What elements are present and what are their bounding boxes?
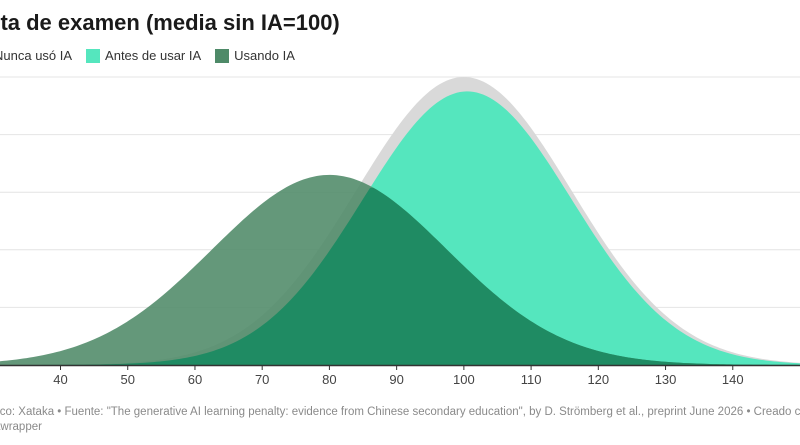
series-overlap-area: [0, 187, 800, 365]
x-tick-label-60: 60: [188, 372, 202, 387]
legend: Nunca usó IA Antes de usar IA Usando IA: [0, 48, 309, 63]
x-tick-label-130: 130: [655, 372, 677, 387]
footer-line-2: awrapper: [0, 421, 42, 433]
x-tick-label-70: 70: [255, 372, 269, 387]
x-tick-label-140: 140: [722, 372, 744, 387]
chart-title: ota de examen (media sin IA=100): [0, 10, 340, 35]
source-footer: fico: Xataka • Fuente: "The generative A…: [0, 405, 800, 435]
legend-label-before: Antes de usar IA: [105, 48, 202, 63]
legend-swatch-using: [215, 48, 230, 63]
x-tick-label-40: 40: [53, 372, 67, 387]
legend-item-before: Antes de usar IA: [86, 48, 201, 63]
x-tick-label-80: 80: [322, 372, 336, 387]
footer-line-1: fico: Xataka • Fuente: "The generative A…: [0, 406, 800, 418]
x-tick-label-110: 110: [521, 372, 542, 387]
legend-item-never: Nunca usó IA: [0, 48, 72, 63]
x-tick-label-90: 90: [389, 372, 403, 387]
legend-item-using: Usando IA: [215, 48, 295, 63]
x-tick-label-100: 100: [453, 372, 475, 387]
legend-label-never: Nunca usó IA: [0, 48, 73, 63]
x-tick-label-50: 50: [120, 372, 134, 387]
x-tick-label-120: 120: [587, 372, 609, 387]
legend-swatch-before: [86, 48, 101, 63]
legend-label-using: Usando IA: [234, 48, 295, 63]
